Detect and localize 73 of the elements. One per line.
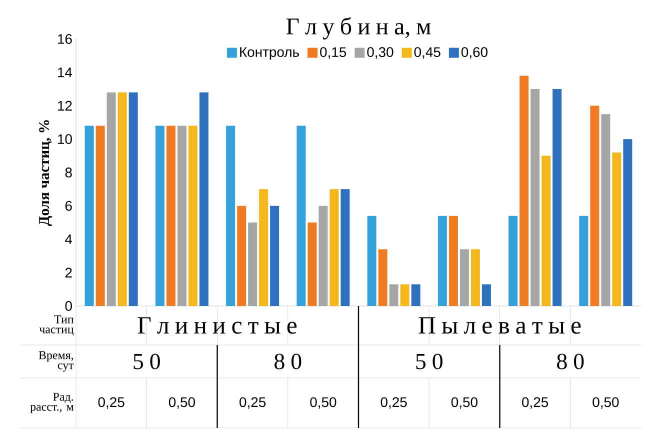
text: Тип частиц (39, 315, 74, 336)
bar (340, 189, 350, 306)
bar (579, 216, 588, 306)
bar (623, 139, 632, 306)
bar (106, 92, 116, 306)
y-tick-label: 12 (58, 100, 72, 111)
bar (552, 89, 562, 306)
y-tick-label: 6 (65, 200, 72, 211)
y-tick-label: 14 (58, 68, 72, 78)
x-tick-label: 0,25 (522, 397, 548, 409)
bar (482, 284, 491, 306)
x-tick-label: 0,25 (98, 397, 124, 409)
y-tick-label: 4 (65, 234, 72, 244)
bar (199, 92, 208, 306)
text: 5 0 (416, 354, 442, 370)
x-tick-label: 0,50 (592, 397, 619, 409)
bar (308, 222, 317, 306)
bar (460, 249, 469, 306)
bar (378, 249, 388, 306)
bar (128, 92, 138, 306)
bar (508, 216, 518, 306)
bar (612, 152, 622, 306)
bar (118, 92, 127, 306)
bar (188, 126, 198, 306)
y-tick-label: 10 (58, 134, 72, 144)
bar (601, 114, 610, 306)
x-tick-label: 0,25 (380, 397, 407, 409)
text: 8 0 (274, 354, 302, 370)
bar (270, 206, 280, 306)
bar (542, 156, 551, 306)
bar (400, 284, 410, 306)
bar (166, 126, 176, 306)
bar (530, 89, 540, 306)
y-tick-label: 8 (65, 168, 72, 178)
bar (520, 76, 529, 306)
legend-label: Контроль (240, 47, 299, 60)
x-tick-label: 0,50 (168, 397, 195, 409)
legend-label: 0,60 (461, 47, 488, 59)
text: 8 0 (557, 354, 584, 370)
bar (318, 206, 328, 306)
bar (330, 189, 339, 306)
x-tick-label: 0,25 (240, 397, 266, 409)
bar (226, 126, 236, 306)
x-tick-label: 0,50 (310, 397, 336, 409)
bar (155, 126, 164, 306)
y-tick-label: 16 (58, 34, 72, 44)
y-tick-label: 2 (65, 268, 72, 278)
text: 5 0 (134, 354, 160, 370)
bar (411, 284, 420, 306)
bar (438, 216, 447, 306)
text: Время, сут (38, 351, 74, 372)
text: П ы л е в а т ы е (418, 317, 581, 334)
legend-title: Г л у б и н а, м (286, 17, 431, 40)
bar (96, 126, 105, 306)
y-axis-title: Доля частиц, % (39, 120, 52, 226)
bar (590, 106, 600, 306)
bar (389, 284, 398, 306)
legend-label: 0,15 (320, 47, 346, 59)
text: Г л и н и с т ы е (138, 317, 297, 334)
bar (470, 249, 480, 306)
text: Рад. расст., м (30, 392, 74, 414)
bar (177, 126, 186, 306)
bar (448, 216, 458, 306)
bar (259, 189, 268, 306)
legend-label: 0,30 (367, 47, 394, 59)
bar (248, 222, 258, 306)
bar (237, 206, 246, 306)
x-tick-label: 0,50 (451, 397, 478, 409)
legend-label: 0,45 (414, 47, 440, 59)
bar (296, 126, 306, 306)
bar (84, 126, 94, 306)
bar (367, 216, 376, 306)
y-tick-label: 0 (65, 301, 72, 311)
